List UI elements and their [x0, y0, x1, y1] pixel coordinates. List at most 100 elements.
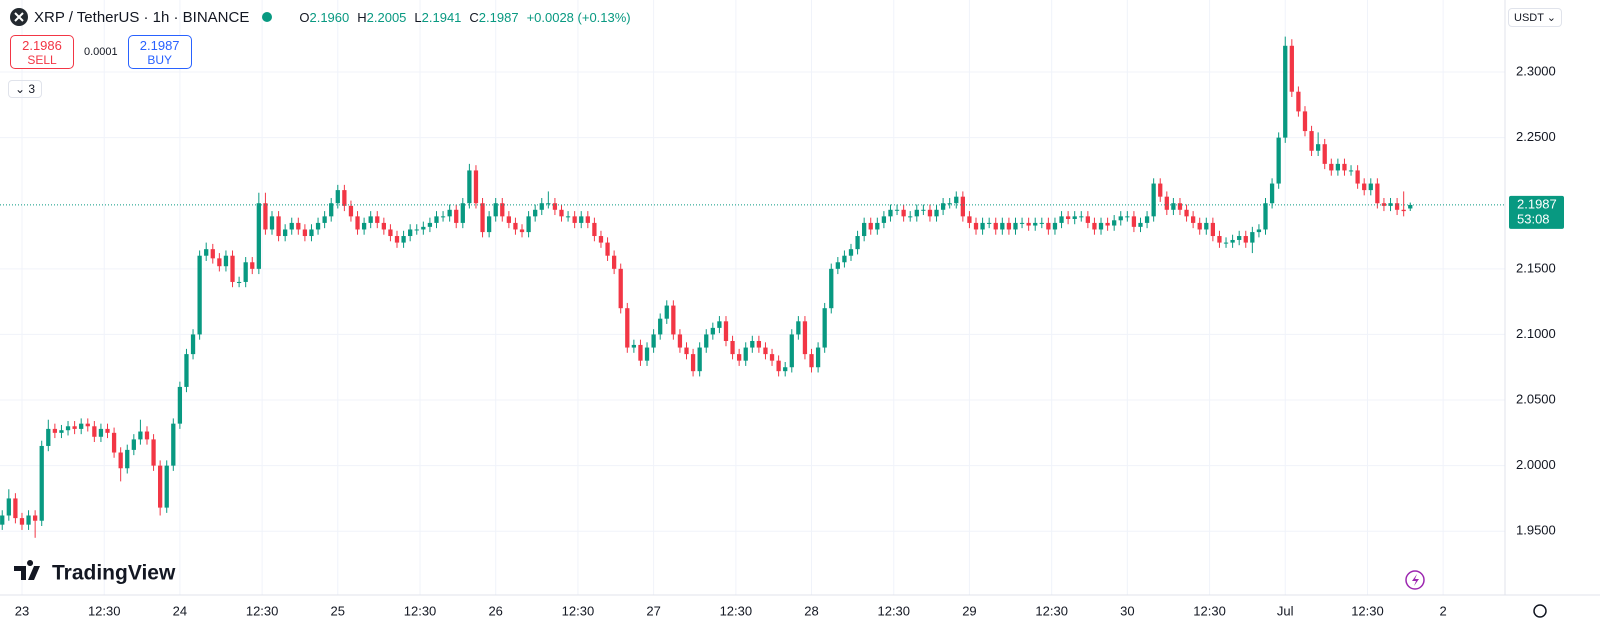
candle-body: [98, 428, 104, 437]
buy-button[interactable]: 2.1987 BUY: [127, 35, 192, 69]
candle-body: [500, 203, 505, 217]
logo-text: TradingView: [52, 562, 176, 585]
candle-body: [644, 347, 650, 361]
ohlc-key: C: [469, 9, 479, 25]
candle-body: [1401, 209, 1406, 212]
candle-body: [1059, 216, 1064, 223]
candle-body: [1342, 163, 1347, 171]
candle-body: [111, 432, 117, 453]
candle-body: [658, 318, 663, 335]
candle-body: [1394, 203, 1400, 210]
candle-body: [1052, 222, 1058, 230]
candle-body: [368, 216, 373, 223]
candle-body: [355, 216, 360, 230]
candle-body: [421, 226, 426, 230]
candle-body: [361, 222, 367, 230]
candle-body: [565, 216, 571, 218]
candle-body: [197, 255, 202, 335]
candle-body: [408, 229, 413, 237]
x-tick-label: 28: [804, 603, 818, 618]
candle-body: [1177, 203, 1183, 210]
candle-body: [1237, 236, 1242, 240]
y-tick-label: 1.9500: [1516, 523, 1556, 538]
candle-body: [513, 222, 518, 230]
candle-body: [46, 428, 51, 446]
ohlc-value: 2.2005: [366, 9, 407, 25]
candle-body: [1065, 216, 1071, 219]
candle-body: [493, 203, 498, 217]
candle-body: [835, 262, 840, 269]
sell-button[interactable]: 2.1986 SELL: [10, 35, 74, 69]
ohlc-item: O2.1960: [299, 10, 349, 25]
spread: 0.0001: [84, 46, 118, 58]
candle-body: [822, 308, 827, 348]
candle-body: [1408, 204, 1413, 209]
symbol[interactable]: XRP / TetherUS · 1h · BINANCE: [34, 8, 250, 26]
candle-body: [710, 327, 715, 335]
candle-body: [1013, 222, 1018, 230]
logo: TradingView: [14, 560, 176, 585]
candle-body: [1105, 222, 1110, 226]
candle-body: [671, 305, 676, 335]
candle-body: [1039, 222, 1044, 224]
candle-body: [1184, 209, 1189, 217]
candle-body: [223, 255, 229, 267]
currency-select[interactable]: USDT ⌄: [1508, 8, 1563, 27]
candle-body: [1006, 222, 1012, 230]
candle-body: [1210, 222, 1216, 237]
candle-body: [473, 170, 479, 204]
alert-icon[interactable]: [1405, 570, 1425, 590]
trade-panel: 2.1986 SELL 0.0001 2.1987 BUY: [10, 35, 192, 69]
candle-body: [329, 203, 334, 217]
candle-body: [592, 222, 597, 237]
x-tick-label: 26: [488, 603, 502, 618]
currency: USDT: [1514, 12, 1544, 24]
x-tick-label: 30: [1120, 603, 1134, 618]
candle-body: [789, 334, 794, 368]
buy-label: BUY: [147, 53, 172, 67]
candle-body: [559, 209, 564, 217]
indicators-toggle[interactable]: ⌄ 3: [8, 80, 43, 98]
candle-body: [1256, 229, 1262, 233]
candle-body: [677, 334, 683, 348]
candle-body: [954, 196, 959, 204]
candle-body: [697, 347, 702, 372]
candle-body: [717, 321, 722, 328]
candle-body: [1098, 222, 1104, 230]
candle-body: [39, 445, 44, 521]
candle-body: [605, 242, 610, 256]
candle-body: [59, 430, 64, 433]
candle-body: [256, 203, 261, 269]
candle-body: [704, 334, 709, 348]
y-tick-label: 2.1000: [1516, 326, 1556, 341]
candle-body: [19, 518, 25, 525]
candle-body: [460, 203, 465, 223]
candle-body: [388, 229, 393, 237]
candle-body: [1190, 216, 1196, 223]
candle-body: [1375, 183, 1380, 204]
candle-body: [776, 360, 781, 372]
candle-body: [434, 216, 439, 223]
candle-body: [1151, 183, 1156, 217]
candle-body: [651, 334, 656, 348]
candle-body: [552, 203, 558, 210]
settings-icon[interactable]: [1533, 604, 1547, 618]
candle-body: [980, 222, 985, 230]
candle-body: [13, 498, 18, 519]
candle-body: [72, 426, 77, 429]
y-tick-label: 2.1500: [1516, 260, 1556, 275]
candle-body: [79, 423, 84, 429]
symbol-icon: [10, 8, 28, 26]
candle-body: [1263, 203, 1268, 230]
candle-body: [763, 347, 768, 355]
candle-body: [85, 423, 90, 427]
candle-body: [335, 190, 340, 204]
candle-body: [283, 229, 288, 237]
candle-body: [454, 209, 459, 223]
candle-body: [1368, 183, 1373, 191]
candle-body: [401, 236, 406, 243]
candle-body: [447, 209, 452, 217]
candle-body: [1309, 131, 1314, 151]
sell-label: SELL: [27, 53, 57, 67]
candle-body: [1302, 111, 1308, 132]
